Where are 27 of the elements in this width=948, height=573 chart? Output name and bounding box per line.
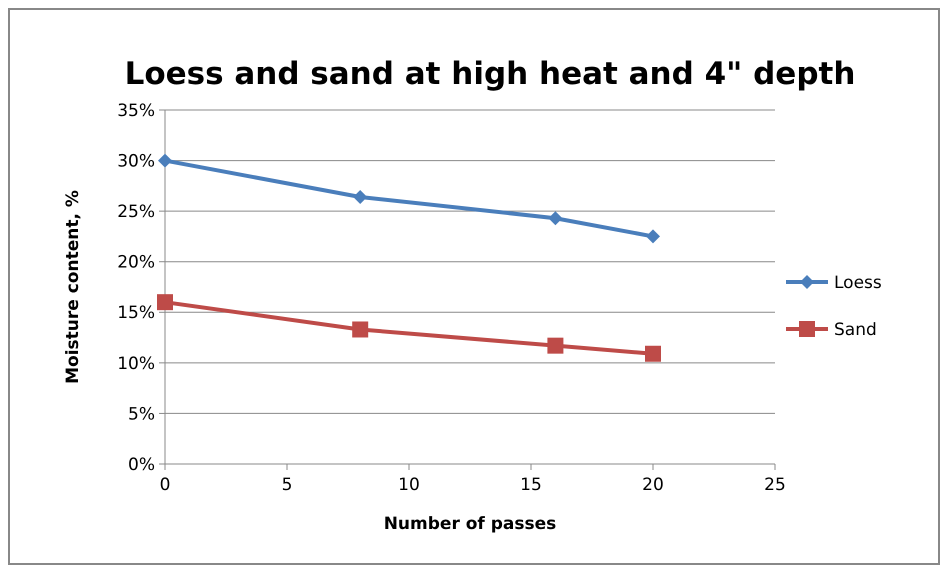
point xyxy=(157,294,173,310)
y-tick-label: 0% xyxy=(128,454,155,475)
x-tick-label: 15 xyxy=(520,475,542,495)
x-tick-label: 25 xyxy=(764,475,786,495)
y-tick-label: 20% xyxy=(117,252,155,273)
chart-title: Loess and sand at high heat and 4" depth xyxy=(124,56,856,92)
x-tick-label: 5 xyxy=(282,475,292,495)
x-axis-title: Number of passes xyxy=(384,514,556,534)
point xyxy=(548,211,562,226)
y-tick-label: 15% xyxy=(117,303,155,324)
y-tick-label: 35% xyxy=(117,100,155,121)
x-tick-label: 0 xyxy=(160,475,170,495)
point xyxy=(158,154,172,168)
x-tick-label: 10 xyxy=(398,475,420,495)
point xyxy=(352,321,368,338)
y-tick-label: 30% xyxy=(117,152,155,172)
y-axis-title: Moisture content, % xyxy=(63,190,83,384)
y-tick-label: 5% xyxy=(128,404,155,424)
point xyxy=(645,346,661,362)
x-tick-label: 20 xyxy=(642,475,664,495)
point xyxy=(646,229,660,244)
y-tick-label: 10% xyxy=(117,354,155,374)
y-tick-label: 25% xyxy=(117,202,155,222)
legend-label: Loess xyxy=(834,272,882,293)
point xyxy=(353,190,368,204)
point xyxy=(547,338,564,354)
legend-label: Sand xyxy=(834,320,877,340)
